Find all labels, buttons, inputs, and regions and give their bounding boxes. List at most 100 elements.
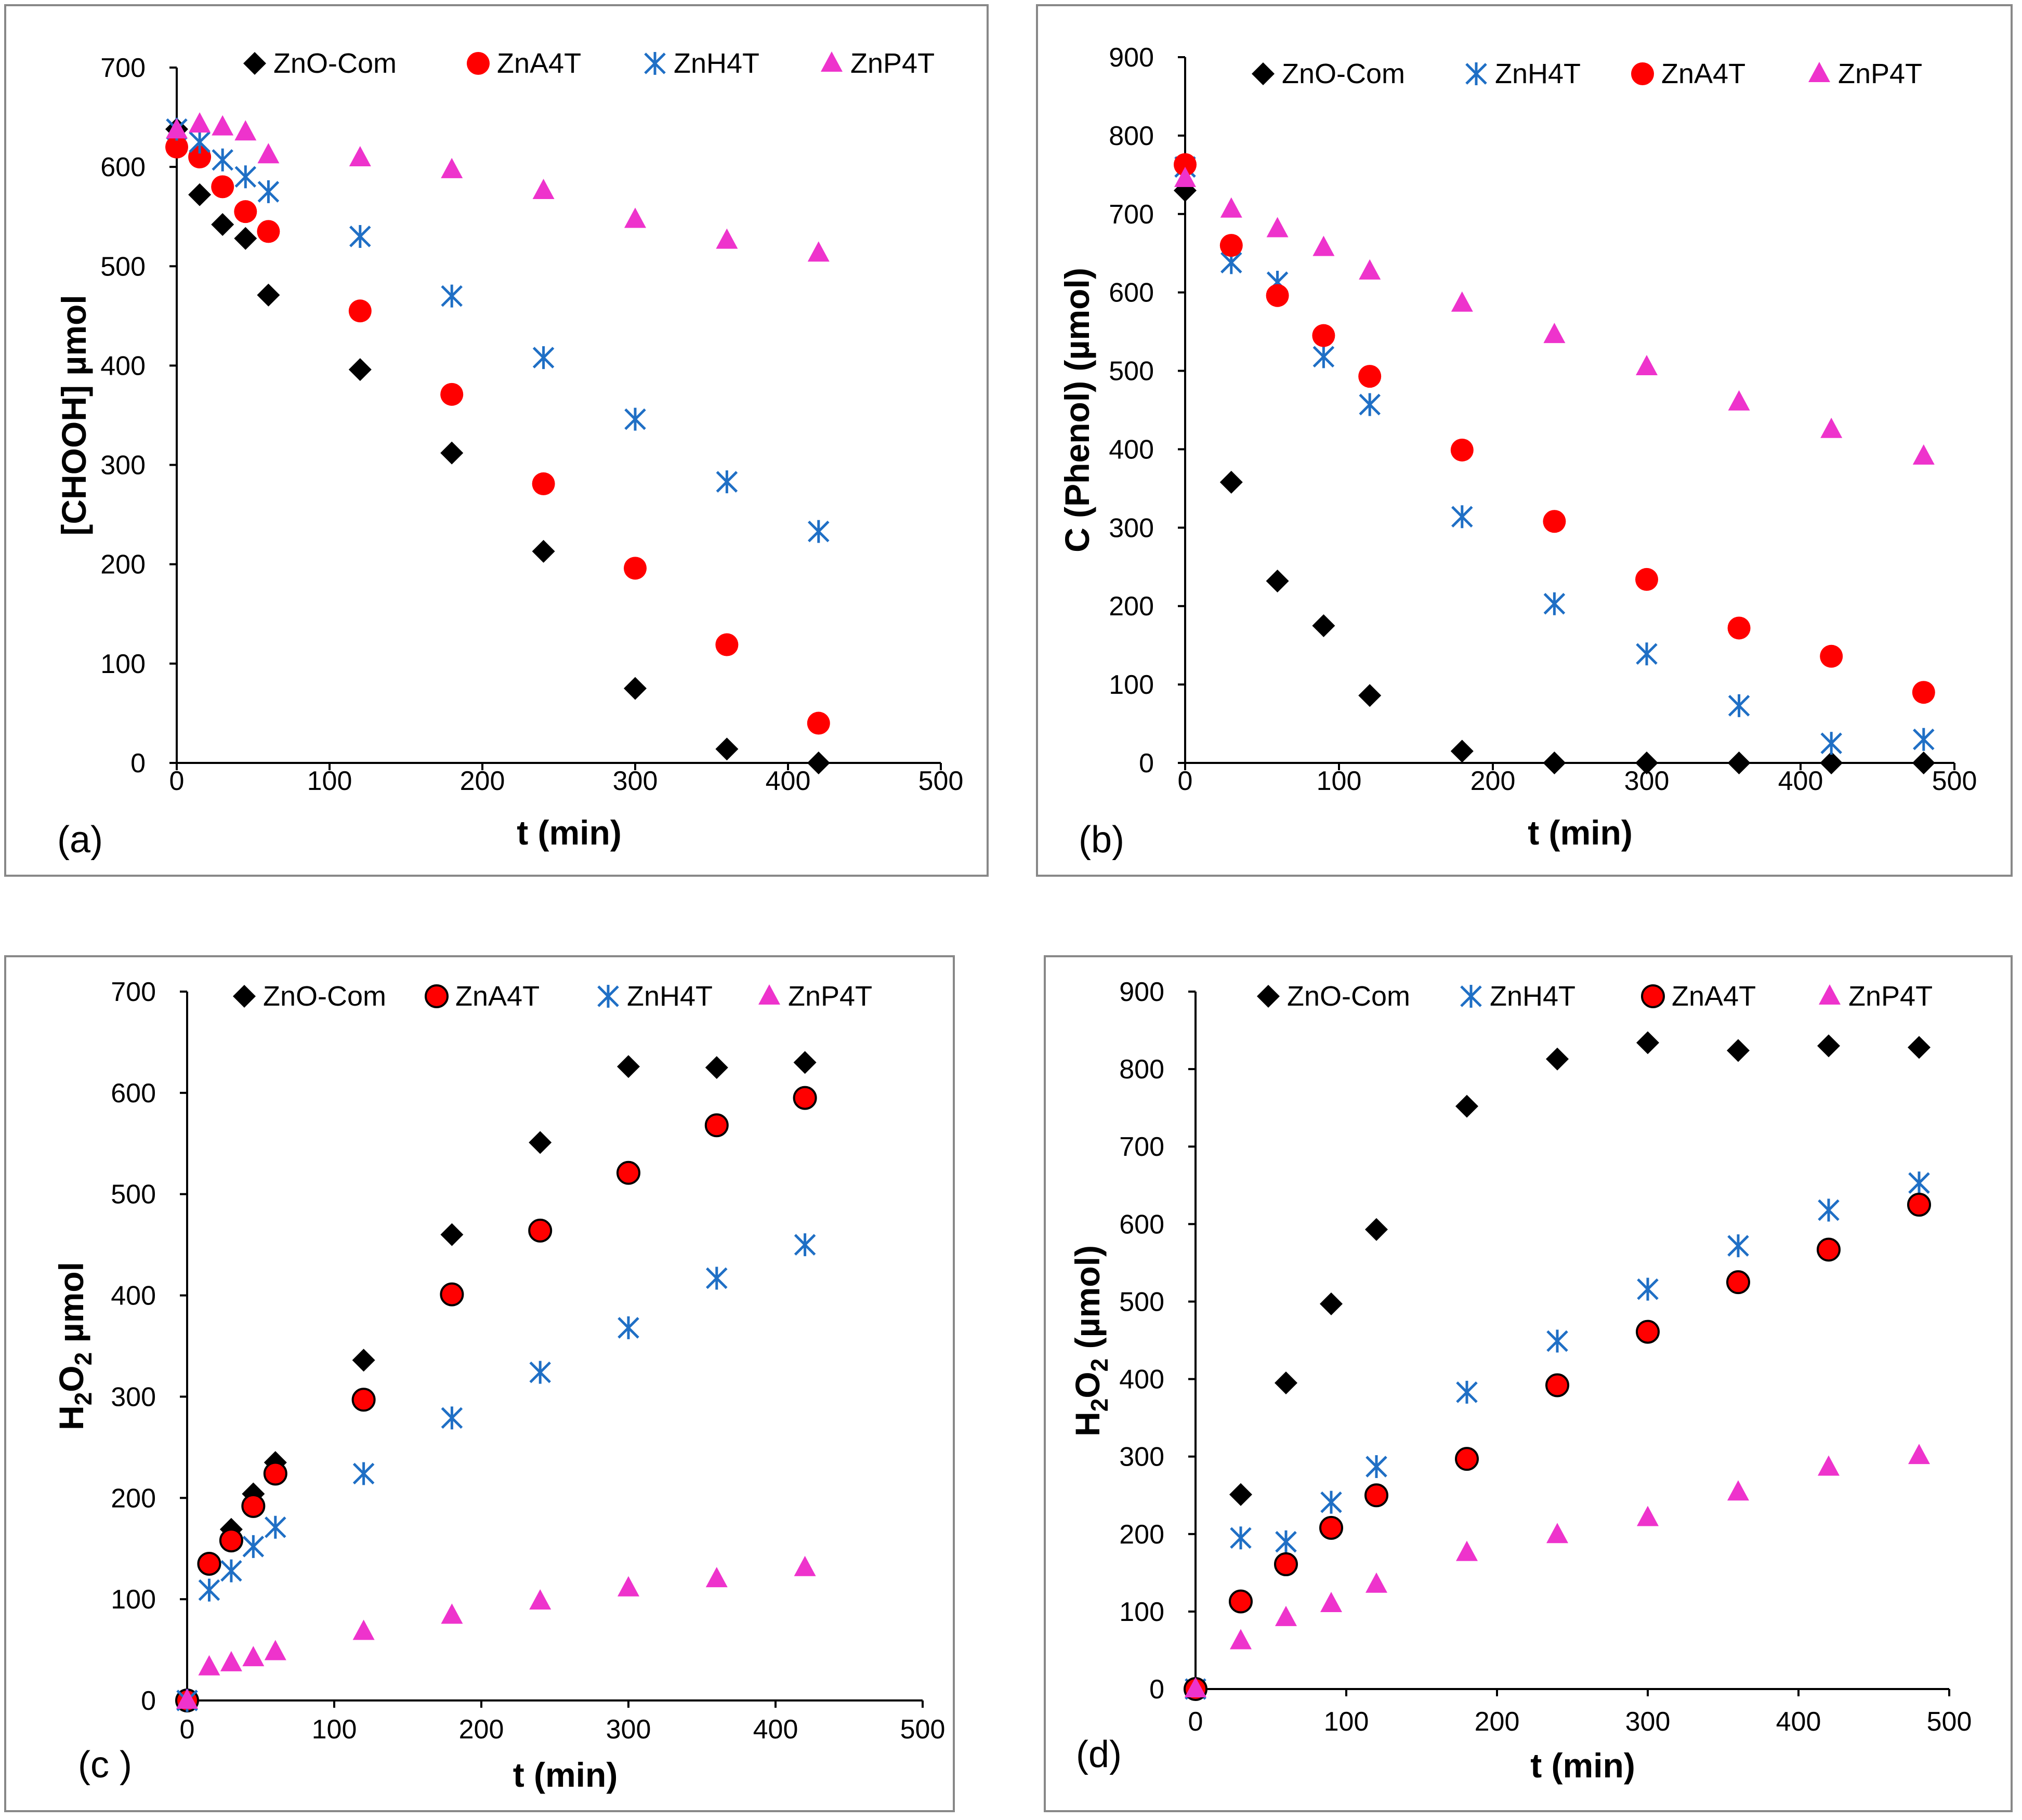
y-axis-title-subscript: 2 (1086, 1359, 1113, 1372)
data-point-znh4t (1728, 694, 1750, 717)
data-point-znh4t (1275, 1530, 1297, 1553)
data-point-znp4t (264, 1640, 286, 1660)
data-point-znp4t (1320, 1591, 1342, 1612)
legend-item: ZnH4T (644, 48, 759, 79)
data-point-zno-com (1727, 751, 1751, 774)
panel-frame (1044, 955, 2013, 1812)
data-point-zna4t (1543, 510, 1566, 533)
x-tick-label: 400 (753, 1715, 798, 1745)
y-axis-title: H2O2 (µmol) (1068, 1245, 1113, 1436)
legend-item: ZnP4T (1808, 58, 1922, 89)
y-tick-label: 600 (111, 1078, 156, 1109)
data-point-znp4t (1275, 1605, 1297, 1626)
data-point-zno-com (529, 1131, 552, 1154)
data-point-znh4t (1637, 1277, 1659, 1301)
data-point-zno-com (1219, 470, 1243, 494)
data-point-zna4t (1274, 1552, 1298, 1576)
data-point-zna4t (1174, 153, 1197, 176)
data-point-znh4t (624, 407, 646, 431)
data-point-znh4t (189, 130, 211, 154)
data-point-znh4t (1543, 592, 1566, 615)
legend-marker (644, 52, 666, 75)
y-axis-title-part: O (1068, 1371, 1107, 1398)
data-point-znh4t (265, 1515, 286, 1539)
y-tick-label: 100 (100, 649, 146, 679)
data-point-zna4t (1455, 1447, 1479, 1471)
data-point-zno-com (1912, 751, 1935, 774)
legend-marker (758, 984, 780, 1005)
series-znp4t (176, 1555, 816, 1709)
y-tick-label: 200 (1119, 1520, 1164, 1550)
data-point-zna4t (1312, 324, 1335, 347)
data-point-znp4t (1185, 1677, 1206, 1697)
legend-item: ZnA4T (467, 48, 581, 79)
data-point-zno-com (440, 1223, 464, 1246)
data-point-znp4t (166, 118, 188, 139)
data-point-znp4t (234, 120, 257, 141)
data-point-zno-com (1820, 751, 1843, 774)
legend-item: ZnH4T (597, 981, 713, 1012)
data-point-zno-com (234, 227, 257, 250)
y-axis-title: C (Phenol) (µmol) (1058, 268, 1096, 552)
y-tick-label: 100 (1109, 670, 1154, 700)
series-znh4t (176, 1233, 816, 1712)
legend-label: ZnA4T (1661, 58, 1745, 89)
data-point-zno-com (1229, 1483, 1252, 1506)
legend-label: ZnO-Com (273, 48, 397, 79)
x-tick-label: 500 (1927, 1707, 1972, 1737)
data-point-znh4t (618, 1316, 639, 1339)
data-point-zno-com (1543, 751, 1566, 774)
legend-item: ZnA4T (1631, 58, 1745, 89)
x-tick-label: 200 (460, 766, 505, 796)
data-point-znp4t (189, 112, 211, 133)
panel-label: (c ) (78, 1744, 132, 1786)
legend-marker (243, 52, 266, 75)
data-point-znh4t (198, 1578, 220, 1602)
data-point-znh4t (242, 1535, 265, 1558)
panel-a: 0 100 200 300 400 500 600 700 0 100 200 300 400 500 t … (4, 4, 989, 877)
x-axis-title: t (min) (517, 813, 622, 852)
legend-label: ZnH4T (674, 48, 759, 79)
legend-marker (467, 52, 490, 75)
legend-label: ZnP4T (1848, 981, 1933, 1012)
data-point-zna4t (348, 299, 372, 323)
legend-label: ZnP4T (850, 48, 935, 79)
x-tick-label: 200 (1470, 766, 1516, 796)
legend-marker (1641, 984, 1665, 1008)
data-point-zna4t (219, 1528, 243, 1553)
y-tick-label: 600 (100, 152, 146, 182)
data-point-znp4t (257, 143, 280, 164)
data-point-zno-com (1455, 1094, 1478, 1118)
legend-marker (1460, 985, 1482, 1008)
data-point-znh4t (1727, 1234, 1749, 1258)
data-point-zno-com (1546, 1047, 1569, 1071)
data-point-zna4t (1364, 1483, 1388, 1508)
data-point-znp4t (441, 1603, 463, 1624)
data-point-znp4t (716, 228, 738, 249)
data-point-znp4t (1456, 1540, 1478, 1561)
y-tick-label: 300 (100, 451, 146, 481)
series-znp4t (1185, 1444, 1930, 1697)
panel-frame (1036, 4, 2013, 877)
x-tick-label: 500 (918, 766, 964, 796)
y-axis-title-part: H (1068, 1412, 1107, 1436)
data-point-zna4t (532, 472, 555, 495)
data-point-zna4t (165, 135, 188, 159)
legend-label: ZnO-Com (1287, 981, 1410, 1012)
x-tick-label: 100 (1317, 766, 1362, 796)
legend-label: ZnP4T (788, 981, 872, 1012)
data-point-zno-com (1636, 1031, 1659, 1054)
data-point-zna4t (1219, 234, 1243, 257)
legend-marker (1465, 62, 1487, 85)
y-tick-label: 300 (111, 1382, 156, 1412)
y-tick-label: 400 (1109, 434, 1154, 465)
legend-label: ZnA4T (455, 981, 540, 1012)
data-point-znp4t (1636, 355, 1658, 376)
data-point-znp4t (441, 157, 463, 178)
series-znh4t (1185, 1171, 1930, 1700)
panel-label: (b) (1079, 819, 1124, 861)
data-point-znh4t (1320, 1491, 1342, 1514)
data-point-znh4t (1312, 345, 1335, 368)
y-tick-label: 700 (100, 53, 146, 83)
